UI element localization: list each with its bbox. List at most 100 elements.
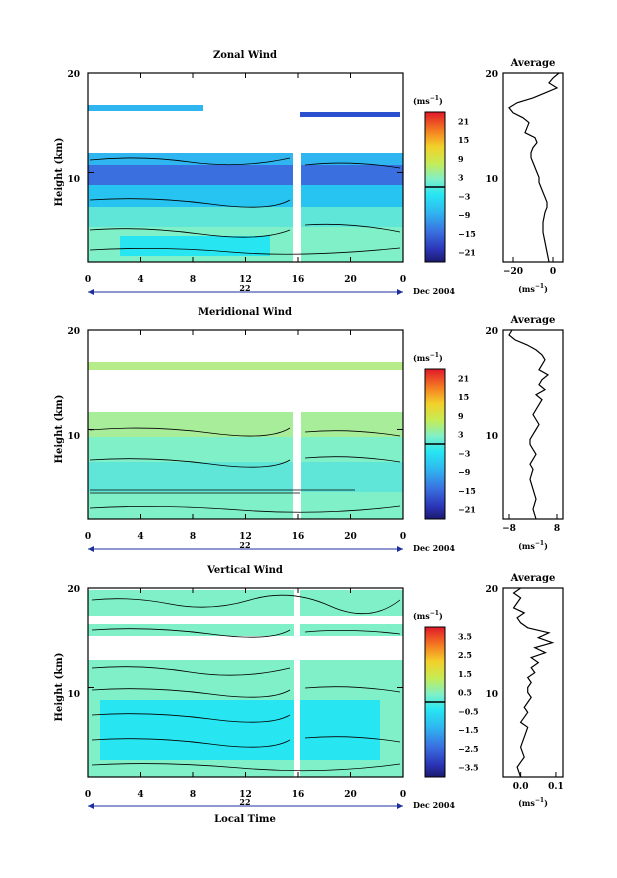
profile: Average 20 10 −20 0 (ms−1) [485, 58, 564, 294]
date-arrow-left-icon [88, 289, 94, 295]
profile-y-tick: 10 [485, 690, 498, 700]
x-tick-label: 16 [292, 790, 305, 800]
panel-title: Vertical Wind [206, 565, 283, 576]
heat-band [88, 362, 403, 370]
profile-frame [502, 329, 564, 520]
colorbar-ticks: 3.5 2.5 1.5 0.5 −0.5 −1.5 −2.5 −3.5 [458, 631, 479, 772]
colorbar-tick-label: −0.5 [458, 706, 479, 716]
profile: Average 20 10 0.0 0.1 (ms−1) [485, 573, 563, 808]
date-axis: 22 Dec 2004 [88, 283, 455, 296]
profile-x-tick-label: 8 [554, 524, 560, 534]
heat-gap [294, 590, 300, 777]
x-tick-label: 4 [137, 275, 143, 285]
profile: Average 20 10 −8 8 (ms−1) [485, 315, 564, 551]
colorbar-tick-label: −21 [458, 248, 476, 258]
profile-y-tick: 10 [485, 175, 498, 185]
profile-y-tick: 20 [485, 585, 498, 595]
x-tick-label: 16 [292, 532, 305, 542]
heat-band [88, 165, 403, 185]
date-arrow-left-icon [88, 803, 94, 809]
heat-band [88, 590, 403, 616]
panel-title: Meridional Wind [198, 307, 292, 318]
heat-band [120, 236, 270, 256]
profile-line [508, 72, 560, 263]
x-tick-label: 0 [85, 532, 91, 542]
colorbar-tick-label: −3.5 [458, 763, 479, 773]
x-tick-label: 0 [400, 275, 406, 285]
colorbar-ticks: 21 15 9 3 −3 −9 −15 −21 [458, 373, 476, 514]
heat-band [88, 412, 403, 437]
heat-band [88, 207, 403, 227]
date-label: Dec 2004 [413, 286, 455, 296]
colorbar-tick-label: 21 [458, 116, 469, 126]
colorbar-tick-label: −1.5 [458, 725, 479, 735]
panel-meridional: Meridional Wind 20 10 Height (km) 0 4 8 12 1… [54, 307, 564, 553]
colorbar: (ms−1) 3.5 2.5 1.5 0.5 −0.5 −1.5 −2.5 −3.5 [413, 610, 479, 778]
y-tick-label: 10 [67, 432, 80, 442]
y-axis-label: Height (km) [54, 653, 65, 722]
x-tick-label: 12 [239, 790, 252, 800]
axis-ticks [87, 72, 404, 262]
heatmap-cells [88, 362, 403, 519]
x-tick-label: 12 [239, 532, 252, 542]
colorbar-tick-label: 9 [458, 411, 464, 421]
x-tick-label: 20 [344, 275, 357, 285]
x-tick-labels: 0 4 8 12 16 20 0 [85, 275, 406, 285]
x-tick-label: 0 [85, 275, 91, 285]
profile-x-tick-label: 0.1 [548, 782, 564, 792]
colorbar-tick-label: −9 [458, 210, 471, 220]
x-tick-label: 20 [344, 532, 357, 542]
x-tick-labels: 0 4 8 12 16 20 0 [85, 790, 406, 800]
contour-lines [91, 594, 401, 772]
heat-band [88, 462, 403, 492]
y-tick-label: 20 [67, 585, 80, 595]
colorbar-tick-label: 0.5 [458, 688, 472, 698]
x-tick-label: 8 [190, 532, 196, 542]
panel-zonal: Zonal Wind 20 10 Height (km) 0 4 8 12 16 20 0 … [54, 50, 564, 296]
colorbar-tick-label: 3 [458, 173, 464, 183]
colorbar-tick-label: 15 [458, 392, 469, 402]
profile-y-tick: 10 [485, 432, 498, 442]
profile-x-ticks: −8 8 [502, 514, 560, 534]
x-tick-label: 0 [400, 532, 406, 542]
heat-band [88, 105, 203, 111]
y-tick-label: 20 [67, 70, 80, 80]
profile-unit: (ms−1) [518, 540, 548, 551]
x-tick-label: 0 [85, 790, 91, 800]
profile-x-tick-label: 0.0 [513, 782, 529, 792]
profile-title: Average [510, 315, 556, 326]
colorbar-tick-label: 3.5 [458, 631, 472, 641]
heat-band [88, 185, 403, 207]
x-tick-label: 4 [137, 790, 143, 800]
profile-x-tick-label: −20 [503, 267, 523, 277]
colorbar-ticks: 21 15 9 3 −3 −9 −15 −21 [458, 116, 476, 257]
colorbar-tick-label: −15 [458, 229, 476, 239]
heatmap-cells [88, 105, 403, 262]
day-label: 22 [239, 540, 250, 550]
x-tick-label: 0 [400, 790, 406, 800]
colorbar-tick-label: −21 [458, 505, 476, 515]
panel-vertical: Vertical Wind 20 10 Height (km) 0 4 8 12 16 2… [54, 565, 564, 825]
y-tick-label: 10 [67, 175, 80, 185]
profile-line [508, 329, 550, 520]
profile-frame [502, 72, 564, 263]
colorbar-tick-label: −9 [458, 467, 471, 477]
profile-y-tick: 20 [485, 327, 498, 337]
heat-gap [293, 150, 301, 262]
colorbar-tick-label: 3 [458, 430, 464, 440]
contour-lines [89, 157, 401, 255]
x-tick-labels: 0 4 8 12 16 20 0 [85, 532, 406, 542]
day-label: 22 [239, 283, 250, 293]
date-label: Dec 2004 [413, 543, 455, 553]
y-tick-label: 10 [67, 690, 80, 700]
colorbar-tick-label: −15 [458, 486, 476, 496]
profile-frame [502, 587, 564, 778]
profile-title: Average [510, 58, 556, 69]
colorbar-tick-label: 9 [458, 154, 464, 164]
x-tick-label: 8 [190, 790, 196, 800]
date-arrow-right-icon [397, 546, 403, 552]
heat-band [88, 624, 403, 636]
x-tick-label: 16 [292, 275, 305, 285]
date-arrow-right-icon [397, 289, 403, 295]
date-arrow-left-icon [88, 546, 94, 552]
